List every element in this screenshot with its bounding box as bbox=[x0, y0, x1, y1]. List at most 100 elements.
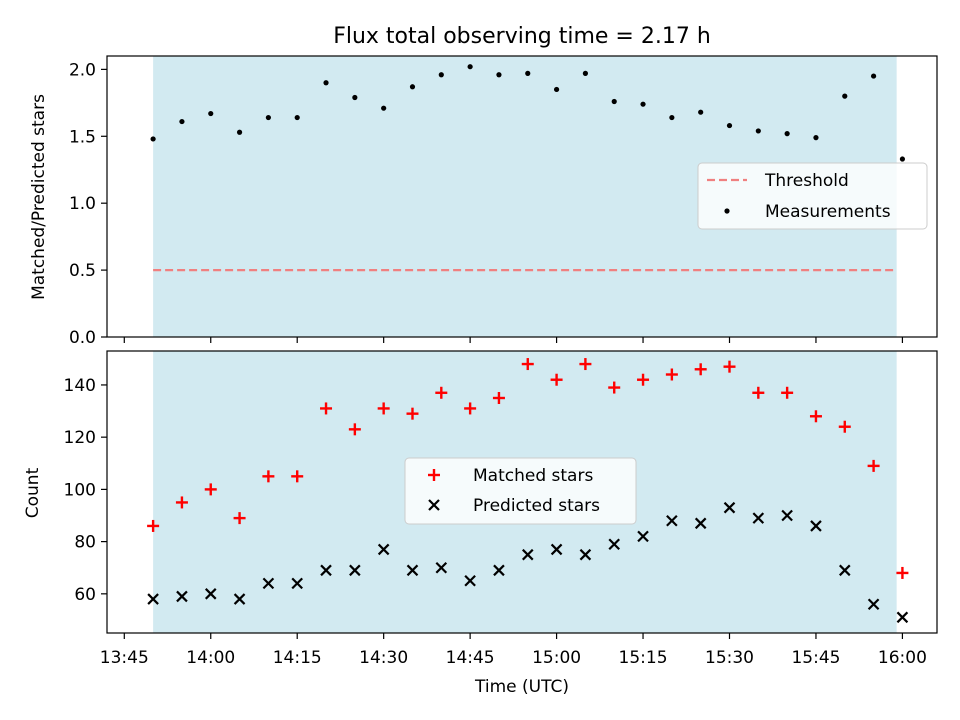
x-axis-label: Time (UTC) bbox=[474, 677, 569, 697]
measurement-point bbox=[236, 129, 243, 135]
predicted-star-point bbox=[723, 501, 736, 514]
bottom-y-tick-label: 100 bbox=[64, 480, 96, 500]
top-panel: 0.00.51.01.52.0 Matched/Predicted stars … bbox=[29, 55, 938, 348]
measurement-point bbox=[698, 109, 704, 115]
top-y-tick-label: 0.0 bbox=[69, 328, 96, 348]
predicted-star-point bbox=[320, 564, 332, 577]
predicted-star-point bbox=[406, 564, 419, 577]
matched-star-point bbox=[204, 483, 217, 496]
bottom-y-axis-label: Count bbox=[23, 467, 43, 518]
predicted-star-point bbox=[666, 514, 678, 527]
measurement-point bbox=[899, 156, 906, 162]
matched-star-point bbox=[896, 566, 909, 579]
matched-star-point bbox=[348, 423, 361, 436]
matched-star-point bbox=[233, 512, 246, 525]
predicted-star-point bbox=[204, 588, 217, 600]
matched-star-point bbox=[435, 386, 448, 399]
predicted-star-point bbox=[147, 593, 159, 605]
measurements-legend-label: Measurements bbox=[765, 202, 891, 222]
measurement-point bbox=[553, 86, 560, 93]
predicted-star-point bbox=[752, 512, 765, 524]
matched-star-point bbox=[262, 470, 275, 483]
matched-star-point bbox=[550, 373, 563, 386]
chart-title: Flux total observing time = 2.17 h bbox=[333, 24, 711, 49]
x-tick-label: 15:00 bbox=[532, 648, 581, 668]
predicted-star-point bbox=[176, 590, 188, 603]
measurement-point bbox=[438, 72, 444, 78]
bottom-y-tick-label: 60 bbox=[74, 585, 96, 605]
x-tick-label: 13:45 bbox=[100, 648, 149, 668]
matched-star-point bbox=[147, 519, 160, 532]
matched-star-point bbox=[521, 358, 534, 371]
measurement-point bbox=[294, 114, 300, 121]
x-tick-label: 15:45 bbox=[791, 648, 840, 668]
matched-star-point bbox=[320, 402, 333, 415]
predicted-star-point bbox=[896, 611, 909, 624]
measurement-point bbox=[870, 73, 877, 79]
predicted-star-point bbox=[464, 574, 476, 587]
top-legend: Threshold Measurements bbox=[697, 162, 928, 230]
predicted-star-point bbox=[579, 548, 592, 561]
matched-star-point bbox=[752, 386, 765, 399]
predicted-legend-swatch bbox=[428, 499, 440, 511]
top-x-ticks bbox=[123, 337, 904, 343]
measurement-point bbox=[208, 110, 214, 117]
matched-legend-label: Matched stars bbox=[473, 466, 593, 486]
top-y-ticks: 0.0 0.5 1.0 1.5 2.0 bbox=[69, 60, 107, 348]
measurement-point bbox=[784, 131, 790, 137]
bottom-points bbox=[147, 358, 909, 624]
predicted-star-point bbox=[233, 593, 246, 605]
measurement-point bbox=[381, 105, 387, 111]
x-tick-label: 14:30 bbox=[359, 648, 408, 668]
predicted-star-point bbox=[810, 520, 822, 532]
bottom-x-ticks: 13:45 14:00 14:15 14:30 14:45 15:00 15:15 15:30… bbox=[100, 633, 927, 668]
matched-star-point bbox=[291, 470, 304, 483]
matched-star-point bbox=[838, 420, 851, 433]
measurement-point bbox=[755, 128, 761, 134]
matched-star-point bbox=[665, 368, 678, 381]
bottom-y-tick-label: 140 bbox=[64, 376, 96, 396]
measurement-point bbox=[352, 94, 358, 101]
matched-star-point bbox=[723, 360, 736, 373]
measurement-point bbox=[179, 118, 185, 125]
matched-star-point bbox=[608, 381, 621, 394]
measurement-point bbox=[467, 64, 473, 70]
top-y-tick-label: 2.0 bbox=[69, 60, 96, 80]
matched-star-point bbox=[809, 410, 822, 423]
predicted-star-point bbox=[867, 598, 880, 611]
measurement-point bbox=[582, 70, 589, 76]
x-tick-label: 14:00 bbox=[186, 648, 235, 668]
top-legend-box bbox=[697, 162, 928, 230]
predicted-star-point bbox=[377, 543, 390, 556]
predicted-star-point bbox=[291, 577, 303, 590]
measurement-point bbox=[323, 80, 329, 86]
matched-star-point bbox=[579, 358, 592, 371]
matched-star-point bbox=[175, 496, 188, 509]
measurement-point bbox=[669, 114, 675, 121]
predicted-star-point bbox=[550, 543, 563, 556]
bottom-y-tick-label: 120 bbox=[64, 428, 96, 448]
predicted-star-point bbox=[493, 564, 505, 577]
top-y-tick-label: 1.0 bbox=[69, 194, 96, 214]
x-tick-label: 16:00 bbox=[878, 648, 927, 668]
x-tick-label: 14:15 bbox=[273, 648, 322, 668]
measurement-point bbox=[842, 93, 848, 99]
matched-star-point bbox=[377, 402, 390, 415]
matched-star-point bbox=[492, 392, 505, 404]
x-tick-label: 15:30 bbox=[705, 648, 754, 668]
measurement-point bbox=[525, 70, 531, 76]
measurement-point bbox=[265, 114, 271, 121]
matched-star-point bbox=[464, 402, 477, 415]
matched-star-point bbox=[781, 386, 794, 399]
measurement-point bbox=[150, 136, 156, 142]
measurement-point bbox=[726, 122, 733, 129]
matched-star-point bbox=[637, 373, 650, 386]
bottom-axes-frame bbox=[106, 350, 938, 634]
x-tick-label: 14:45 bbox=[446, 648, 495, 668]
top-y-tick-label: 0.5 bbox=[69, 261, 96, 281]
predicted-star-point bbox=[262, 577, 275, 590]
measurement-point bbox=[611, 98, 617, 105]
predicted-star-point bbox=[781, 509, 793, 522]
